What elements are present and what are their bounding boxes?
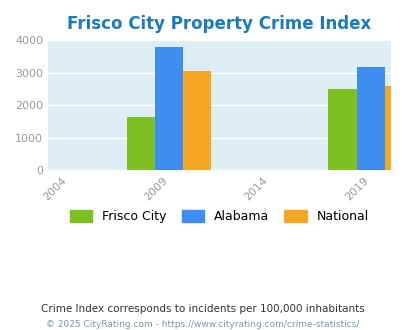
Bar [356,67,384,171]
Legend: Frisco City, Alabama, National: Frisco City, Alabama, National [64,205,373,228]
Bar [126,117,155,171]
Text: © 2025 CityRating.com - https://www.cityrating.com/crime-statistics/: © 2025 CityRating.com - https://www.city… [46,320,359,329]
Text: Crime Index corresponds to incidents per 100,000 inhabitants: Crime Index corresponds to incidents per… [41,304,364,314]
Bar [328,89,356,171]
Bar [384,86,405,171]
Bar [183,71,211,171]
Title: Frisco City Property Crime Index: Frisco City Property Crime Index [67,15,371,33]
Bar [155,47,183,171]
